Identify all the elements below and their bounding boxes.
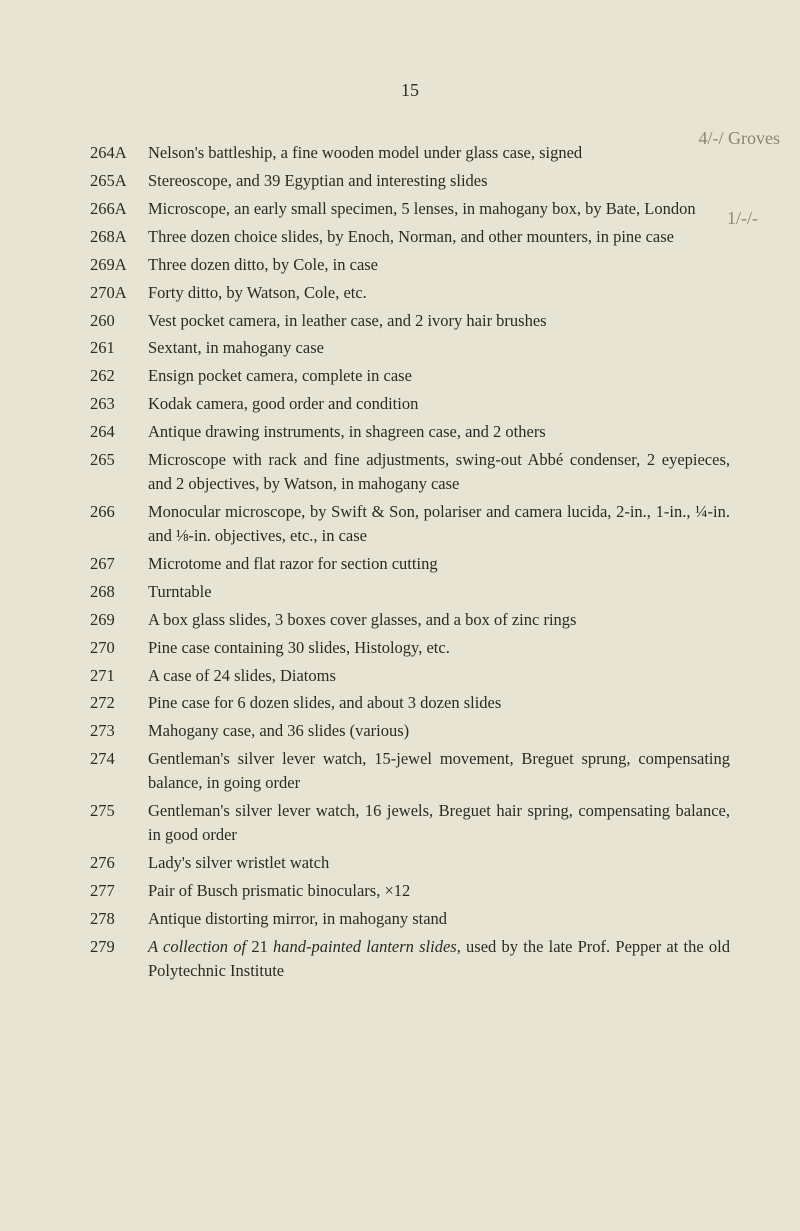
lot-number: 277 (90, 879, 148, 903)
lot-description: Pair of Busch prismatic binoculars, ×12 (148, 879, 730, 903)
lot-description: Antique drawing instruments, in shagreen… (148, 420, 730, 444)
lot-description: Antique distorting mirror, in mahogany s… (148, 907, 730, 931)
lot-description: Stereoscope, and 39 Egyptian and interes… (148, 169, 730, 193)
catalogue-entry: 274Gentleman's silver lever watch, 15-je… (90, 747, 730, 795)
lot-description: Pine case containing 30 slides, Histolog… (148, 636, 730, 660)
catalogue-entry: 263Kodak camera, good order and conditio… (90, 392, 730, 416)
lot-number: 268A (90, 225, 148, 249)
lot-description: Kodak camera, good order and condition (148, 392, 730, 416)
lot-number: 264A (90, 141, 148, 165)
lot-number: 266A (90, 197, 148, 221)
catalogue-entry: 269A box glass slides, 3 boxes cover gla… (90, 608, 730, 632)
catalogue-entry: 268Turntable (90, 580, 730, 604)
catalogue-entry: 260Vest pocket camera, in leather case, … (90, 309, 730, 333)
lot-number: 266 (90, 500, 148, 548)
lot-description: A box glass slides, 3 boxes cover glasse… (148, 608, 730, 632)
lot-description: Gentleman's silver lever watch, 16 jewel… (148, 799, 730, 847)
catalogue-entry: 272Pine case for 6 dozen slides, and abo… (90, 691, 730, 715)
catalogue-entry: 275Gentleman's silver lever watch, 16 je… (90, 799, 730, 847)
lot-number: 279 (90, 935, 148, 983)
lot-number: 271 (90, 664, 148, 688)
lot-number: 273 (90, 719, 148, 743)
catalogue-entry: 277Pair of Busch prismatic binoculars, ×… (90, 879, 730, 903)
lot-description: A collection of 21 hand-painted lantern … (148, 935, 730, 983)
lot-number: 275 (90, 799, 148, 847)
catalogue-entry: 264ANelson's battleship, a fine wooden m… (90, 141, 730, 165)
catalogue-entry: 278Antique distorting mirror, in mahogan… (90, 907, 730, 931)
catalogue-entry: 270Pine case containing 30 slides, Histo… (90, 636, 730, 660)
handwritten-annotation-1: 4/-/ Groves (699, 128, 780, 149)
catalogue-entry: 261Sextant, in mahogany case (90, 336, 730, 360)
catalogue-entry: 265AStereoscope, and 39 Egyptian and int… (90, 169, 730, 193)
lot-description: A case of 24 slides, Diatoms (148, 664, 730, 688)
lot-description: Ensign pocket camera, complete in case (148, 364, 730, 388)
lot-number: 265 (90, 448, 148, 496)
catalogue-entry: 279A collection of 21 hand-painted lante… (90, 935, 730, 983)
catalogue-entry: 265Microscope with rack and fine adjustm… (90, 448, 730, 496)
lot-description: Microscope with rack and fine adjustment… (148, 448, 730, 496)
lot-number: 270A (90, 281, 148, 305)
lot-number: 278 (90, 907, 148, 931)
lot-description: Nelson's battleship, a fine wooden model… (148, 141, 730, 165)
lot-description: Three dozen ditto, by Cole, in case (148, 253, 730, 277)
lot-number: 274 (90, 747, 148, 795)
catalogue-entry: 269AThree dozen ditto, by Cole, in case (90, 253, 730, 277)
lot-number: 267 (90, 552, 148, 576)
catalogue-entry: 267Microtome and flat razor for section … (90, 552, 730, 576)
lot-number: 269A (90, 253, 148, 277)
lot-number: 261 (90, 336, 148, 360)
lot-description: Monocular microscope, by Swift & Son, po… (148, 500, 730, 548)
lot-number: 272 (90, 691, 148, 715)
lot-description: Vest pocket camera, in leather case, and… (148, 309, 730, 333)
lot-description: Three dozen choice slides, by Enoch, Nor… (148, 225, 730, 249)
page-number: 15 (90, 80, 730, 101)
catalogue-entry: 262Ensign pocket camera, complete in cas… (90, 364, 730, 388)
lot-number: 262 (90, 364, 148, 388)
lot-description: Gentleman's silver lever watch, 15-jewel… (148, 747, 730, 795)
lot-number: 270 (90, 636, 148, 660)
lot-description: Microtome and flat razor for section cut… (148, 552, 730, 576)
catalogue-entry: 268AThree dozen choice slides, by Enoch,… (90, 225, 730, 249)
catalogue-entry: 276Lady's silver wristlet watch (90, 851, 730, 875)
catalogue-entry: 271A case of 24 slides, Diatoms (90, 664, 730, 688)
catalogue-entry: 273Mahogany case, and 36 slides (various… (90, 719, 730, 743)
catalogue-entry: 266Monocular microscope, by Swift & Son,… (90, 500, 730, 548)
lot-number: 263 (90, 392, 148, 416)
lot-number: 265A (90, 169, 148, 193)
lot-description: Forty ditto, by Watson, Cole, etc. (148, 281, 730, 305)
lot-number: 268 (90, 580, 148, 604)
lot-description: Lady's silver wristlet watch (148, 851, 730, 875)
catalogue-entry: 266AMicroscope, an early small specimen,… (90, 197, 730, 221)
lot-number: 276 (90, 851, 148, 875)
lot-number: 264 (90, 420, 148, 444)
lot-number: 260 (90, 309, 148, 333)
lot-description: Sextant, in mahogany case (148, 336, 730, 360)
catalogue-entries: 264ANelson's battleship, a fine wooden m… (90, 141, 730, 983)
lot-description: Mahogany case, and 36 slides (various) (148, 719, 730, 743)
lot-description: Microscope, an early small specimen, 5 l… (148, 197, 730, 221)
catalogue-entry: 264Antique drawing instruments, in shagr… (90, 420, 730, 444)
catalogue-entry: 270AForty ditto, by Watson, Cole, etc. (90, 281, 730, 305)
document-page: 15 4/-/ Groves 1/-/- 264ANelson's battle… (0, 0, 800, 1231)
lot-number: 269 (90, 608, 148, 632)
lot-description: Pine case for 6 dozen slides, and about … (148, 691, 730, 715)
lot-description: Turntable (148, 580, 730, 604)
handwritten-annotation-2: 1/-/- (727, 208, 758, 229)
